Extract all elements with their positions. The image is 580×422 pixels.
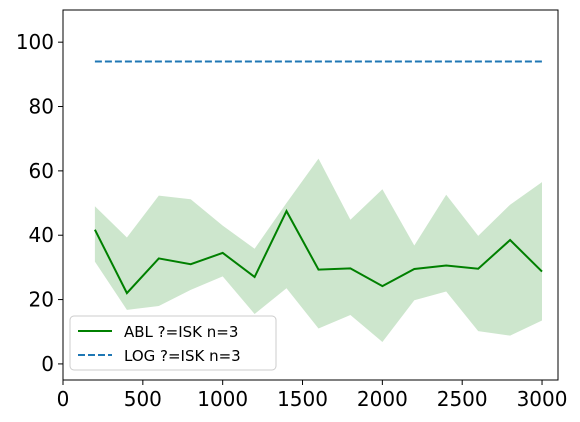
y-tick-label: 20 (29, 288, 54, 312)
x-tick-label: 1000 (197, 387, 248, 411)
legend: ABL ?=ISK n=3 LOG ?=ISK n=3 (69, 315, 277, 371)
legend-label-abl: ABL ?=ISK n=3 (124, 323, 238, 341)
plot-frame (62, 9, 559, 381)
legend-box (69, 315, 277, 371)
y-tick-label: 60 (29, 159, 54, 183)
y-tick-label: 80 (29, 95, 54, 119)
x-tick-label: 3000 (517, 387, 568, 411)
x-tick-label: 2000 (357, 387, 408, 411)
confidence-band-abl (94, 158, 543, 342)
series-line-abl (94, 208, 543, 295)
y-tick-label: 40 (29, 223, 54, 247)
y-tick-label: 0 (41, 352, 54, 376)
x-tick-label: 0 (57, 387, 70, 411)
x-tick-label: 1500 (277, 387, 328, 411)
x-tick-label: 500 (124, 387, 162, 411)
legend-label-log: LOG ?=ISK n=3 (124, 347, 241, 365)
x-tick-label: 2500 (437, 387, 488, 411)
y-tick-label: 100 (16, 30, 54, 54)
